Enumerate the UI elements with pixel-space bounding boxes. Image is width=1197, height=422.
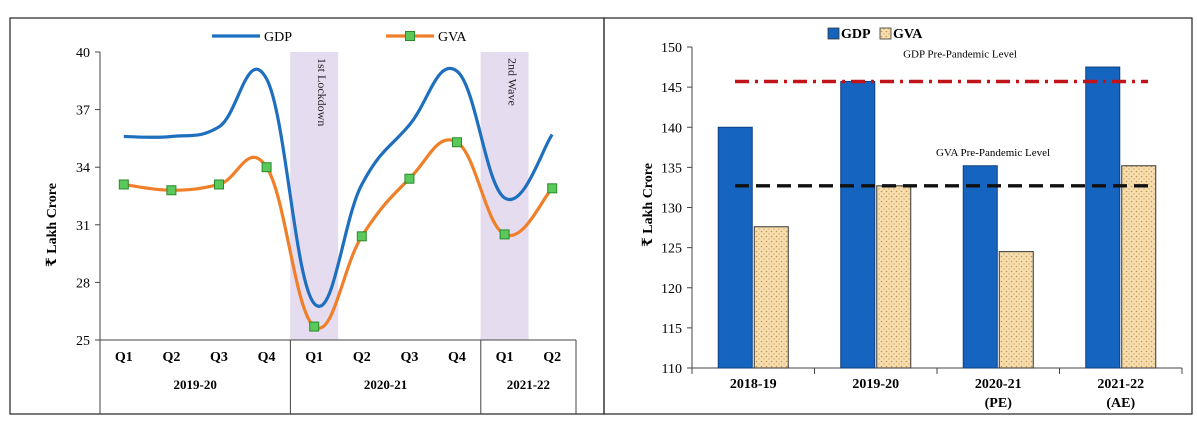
x-group-label: 2021-22 xyxy=(507,377,550,392)
data-point-gva xyxy=(118,179,129,190)
data-point-gva xyxy=(404,173,415,184)
y-tick-label: 145 xyxy=(661,81,682,96)
legend-swatch xyxy=(879,27,892,40)
x-tick-label: Q3 xyxy=(210,350,228,365)
legend-swatch xyxy=(827,27,840,40)
shaded-region-label: 1st Lockdown xyxy=(315,58,329,126)
x-tick-sublabel: (AE) xyxy=(1106,396,1135,411)
y-tick-label: 25 xyxy=(76,334,90,349)
right-panel-border xyxy=(603,17,1193,415)
x-tick-label: Q2 xyxy=(162,350,180,365)
y-tick-label: 130 xyxy=(661,202,682,217)
x-tick-label: 2020-21 xyxy=(975,377,1022,392)
x-tick-label: Q4 xyxy=(448,350,466,365)
y-tick-label: 140 xyxy=(661,121,682,136)
series-line-gdp xyxy=(123,67,554,308)
x-tick-label: 2018-19 xyxy=(730,377,777,392)
bar-gva xyxy=(876,185,912,369)
line-chart: 1st Lockdown 2nd Wave 25 28 31 34 37 40 Q1 Q2 Q3 Q… xyxy=(45,30,577,414)
bar-gva xyxy=(998,251,1034,369)
bar-gdp xyxy=(1085,66,1121,369)
x-tick-label: Q4 xyxy=(258,350,276,365)
y-tick-label: 150 xyxy=(661,41,682,56)
bar-gva xyxy=(753,226,789,369)
data-point-gva xyxy=(547,183,558,194)
y-tick-label: 37 xyxy=(76,104,90,119)
data-point-gva xyxy=(214,179,224,190)
data-point-gva xyxy=(309,321,320,332)
y-tick-label: 110 xyxy=(662,362,682,377)
legend-label: GDP xyxy=(841,27,871,42)
legend-label: GVA xyxy=(893,27,923,42)
reference-line-label: GDP Pre-Pandemic Level xyxy=(903,49,1017,61)
legend-label: GDP xyxy=(264,30,292,45)
x-tick-label: Q3 xyxy=(400,350,418,365)
bar-gdp xyxy=(840,81,876,369)
y-tick-label: 135 xyxy=(661,161,682,176)
line-chart-y-axis-label: ₹ Lakh Crore xyxy=(45,183,60,267)
x-tick-label: 2021-22 xyxy=(1097,377,1144,392)
y-tick-label: 120 xyxy=(661,282,682,297)
shaded-region xyxy=(290,52,339,340)
x-tick-sublabel: (PE) xyxy=(985,396,1013,411)
y-tick-label: 115 xyxy=(662,322,682,337)
bar-gdp xyxy=(717,126,753,369)
y-tick-label: 34 xyxy=(76,161,90,176)
data-point-gva xyxy=(499,229,510,240)
bar-chart: 110 115 120 125 130 135 140 145 150 2018-19 2019-2… xyxy=(641,27,1183,411)
reference-line-label: GVA Pre-Pandemic Level xyxy=(936,147,1050,159)
bar-gdp xyxy=(962,165,998,369)
data-point-gva xyxy=(261,162,272,173)
bar-gva xyxy=(1121,165,1157,369)
x-group-label: 2019-20 xyxy=(174,377,217,392)
y-tick-label: 125 xyxy=(661,242,682,257)
x-tick-label: 2019-20 xyxy=(852,377,899,392)
legend-marker xyxy=(405,31,415,41)
series-line-gva xyxy=(123,138,554,330)
x-tick-label: Q1 xyxy=(305,350,323,365)
x-tick-label: Q2 xyxy=(353,350,371,365)
data-point-gva xyxy=(166,185,177,196)
bar-chart-y-axis-label: ₹ Lakh Crore xyxy=(641,163,656,247)
y-tick-label: 31 xyxy=(76,219,90,234)
shaded-region-label: 2nd Wave xyxy=(506,58,520,106)
x-group-label: 2020-21 xyxy=(364,377,407,392)
x-tick-label: Q1 xyxy=(115,350,133,365)
data-point-gva xyxy=(356,231,367,242)
x-tick-label: Q2 xyxy=(543,350,561,365)
y-tick-label: 28 xyxy=(76,276,90,291)
legend-label: GVA xyxy=(438,30,467,45)
x-tick-label: Q1 xyxy=(496,350,514,365)
data-point-gva xyxy=(452,137,462,148)
y-tick-label: 40 xyxy=(76,46,90,61)
